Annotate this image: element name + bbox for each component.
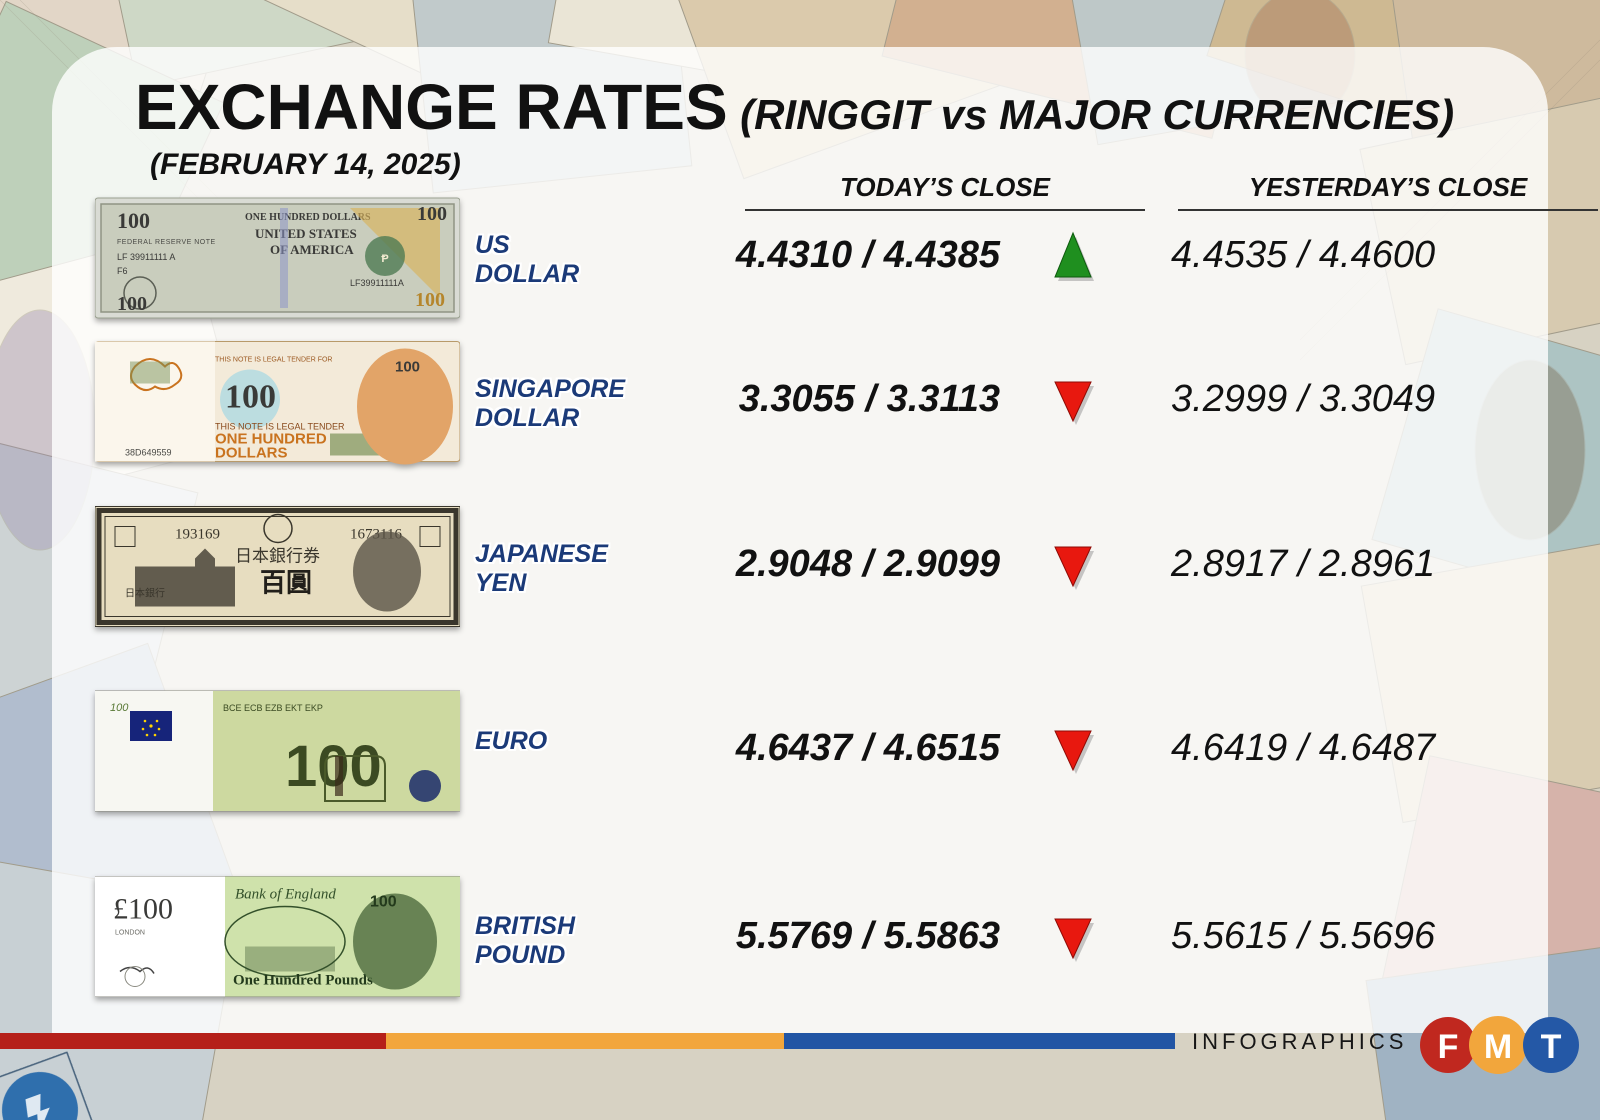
svg-text:M: M [1484, 1028, 1512, 1066]
svg-text:FEDERAL RESERVE NOTE: FEDERAL RESERVE NOTE [117, 239, 216, 246]
svg-text:BCE ECB EZB EKT EKP: BCE ECB EZB EKT EKP [223, 703, 323, 713]
svg-text:One Hundred Pounds: One Hundred Pounds [233, 973, 373, 989]
svg-text:LF 39911111 A: LF 39911111 A [117, 252, 175, 262]
svg-text:100: 100 [117, 293, 147, 315]
svg-text:100: 100 [285, 734, 382, 799]
svg-text:T: T [1541, 1028, 1562, 1066]
svg-text:LONDON: LONDON [115, 930, 145, 937]
svg-text:38D649559: 38D649559 [125, 448, 172, 458]
svg-text:F6: F6 [117, 266, 128, 276]
svg-text:UNITED STATES: UNITED STATES [255, 226, 357, 241]
svg-text:£100: £100 [113, 893, 173, 926]
svg-text:百圓: 百圓 [260, 569, 312, 598]
svg-text:日本銀行券: 日本銀行券 [235, 547, 320, 566]
svg-text:日本銀行: 日本銀行 [125, 587, 165, 600]
svg-text:100: 100 [395, 359, 420, 376]
svg-text:100: 100 [370, 894, 397, 911]
svg-text:ONE HUNDRED DOLLARS: ONE HUNDRED DOLLARS [245, 212, 371, 223]
svg-text:Ᵽ: Ᵽ [381, 253, 388, 265]
svg-text:F: F [1438, 1028, 1459, 1066]
svg-text:100: 100 [110, 702, 129, 714]
svg-text:LF39911111A: LF39911111A [350, 278, 404, 288]
svg-text:100: 100 [117, 208, 150, 233]
svg-text:100: 100 [225, 379, 276, 416]
svg-text:100: 100 [415, 289, 445, 311]
svg-text:Bank of England: Bank of England [235, 887, 336, 903]
svg-text:193169: 193169 [175, 527, 220, 543]
svg-text:DOLLARS: DOLLARS [215, 445, 288, 462]
svg-text:100: 100 [417, 203, 447, 225]
svg-text:THIS NOTE IS LEGAL TENDER FOR: THIS NOTE IS LEGAL TENDER FOR [215, 357, 332, 364]
